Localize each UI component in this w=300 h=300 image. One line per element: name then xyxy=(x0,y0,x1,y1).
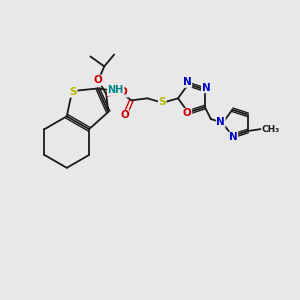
Text: O: O xyxy=(94,75,103,85)
Text: CH₃: CH₃ xyxy=(262,124,280,134)
Text: S: S xyxy=(158,97,166,107)
Text: N: N xyxy=(229,132,238,142)
Text: S: S xyxy=(69,87,77,97)
Text: N: N xyxy=(216,117,225,127)
Text: O: O xyxy=(183,109,192,118)
Text: N: N xyxy=(202,82,210,93)
Text: NH: NH xyxy=(107,85,124,95)
Text: N: N xyxy=(183,77,192,87)
Text: O: O xyxy=(120,110,129,120)
Text: O: O xyxy=(119,87,128,97)
